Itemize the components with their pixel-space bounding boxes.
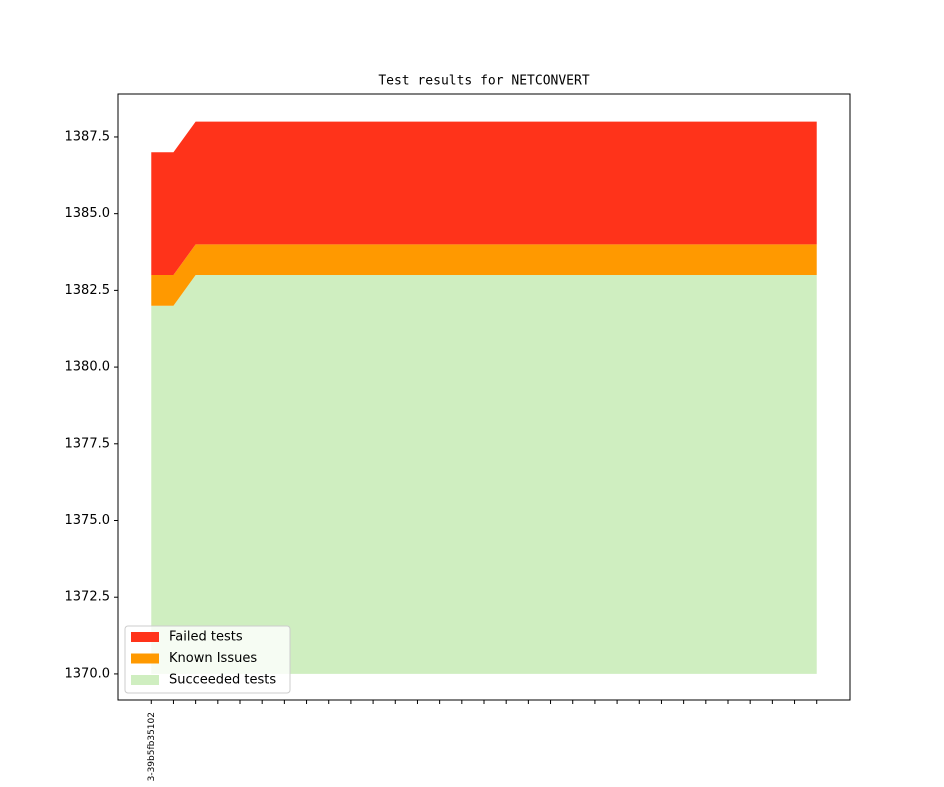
y-tick-label: 1370.0 [65, 666, 111, 681]
y-tick-label: 1382.5 [65, 283, 111, 298]
y-tick-label: 1387.5 [65, 129, 111, 144]
legend-swatch [131, 632, 159, 642]
y-tick-label: 1377.5 [65, 436, 111, 451]
legend-label: Succeeded tests [169, 673, 276, 688]
area [151, 244, 817, 306]
y-tick-label: 1372.5 [65, 590, 111, 605]
legend: Failed tests Known Issues Succeeded tests [124, 625, 291, 694]
y-tick-label: 1385.0 [65, 206, 111, 221]
legend-box [124, 625, 291, 694]
legend-label: Failed tests [169, 630, 243, 645]
area [151, 275, 817, 674]
y-tick-label: 1380.0 [65, 360, 111, 375]
y-tick-label: 1375.0 [65, 513, 111, 528]
x-tick-label: 3-39b5fb35102 [147, 712, 157, 781]
legend-swatch [131, 675, 159, 685]
legend-label: Known Issues [169, 651, 257, 666]
legend-swatch [131, 653, 159, 664]
chart-title: Test results for NETCONVERT [378, 74, 589, 89]
area [151, 121, 817, 276]
